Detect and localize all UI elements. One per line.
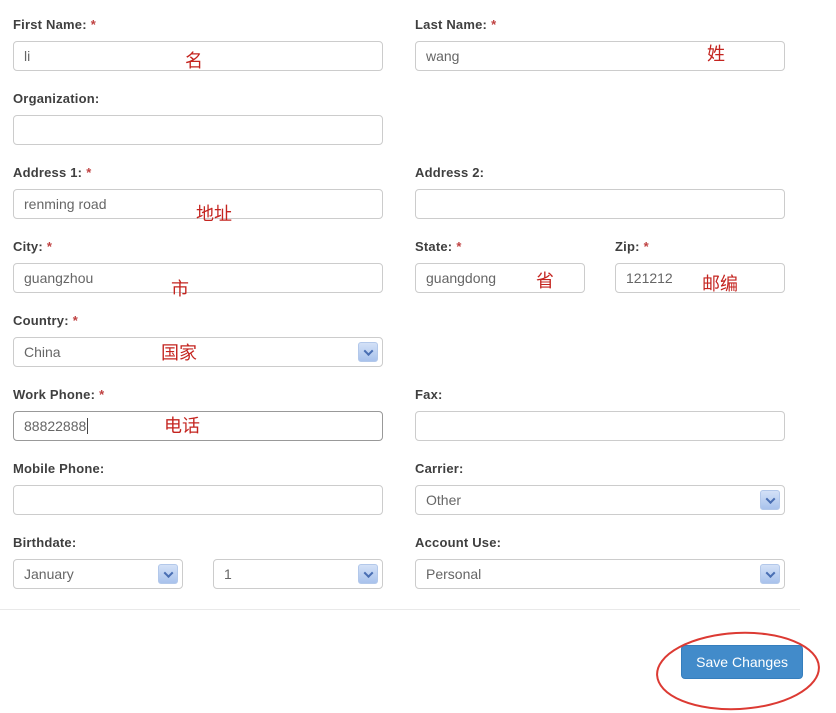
last-name-label: Last Name: * [415, 17, 497, 32]
mobile-phone-label: Mobile Phone: [13, 461, 105, 476]
save-changes-button[interactable]: Save Changes [681, 645, 803, 679]
city-field: City: * guangzhou [13, 239, 383, 293]
last-name-input[interactable]: wang [415, 41, 785, 71]
address2-field: Address 2: [415, 165, 785, 219]
address2-input[interactable] [415, 189, 785, 219]
city-input[interactable]: guangzhou [13, 263, 383, 293]
contact-form: First Name: * li Last Name: * wang Organiz… [0, 17, 803, 679]
annotation-phone: 电话 [164, 416, 200, 436]
carrier-select[interactable]: Other [415, 485, 785, 515]
account-use-label: Account Use: [415, 535, 502, 550]
city-label: City: * [13, 239, 53, 254]
state-label: State: * [415, 239, 462, 254]
address1-field: Address 1: * renming road [13, 165, 383, 219]
mobile-phone-input[interactable] [13, 485, 383, 515]
required-asterisk: * [90, 17, 96, 32]
birthdate-month-select[interactable]: January [13, 559, 183, 589]
annotation-zip: 邮编 [702, 274, 738, 294]
birthdate-day-select[interactable]: 1 [213, 559, 383, 589]
work-phone-input[interactable]: 88822888 [13, 411, 383, 441]
zip-input[interactable]: 121212 [615, 263, 785, 293]
carrier-label: Carrier: [415, 461, 464, 476]
annotation-address: 地址 [196, 204, 232, 224]
text-cursor [87, 418, 89, 434]
annotation-country: 国家 [161, 343, 197, 363]
mobile-phone-field: Mobile Phone: [13, 461, 383, 515]
required-asterisk: * [72, 313, 79, 328]
work-phone-field: Work Phone: * 88822888 [13, 387, 383, 441]
annotation-city: 市 [171, 279, 189, 299]
country-select[interactable]: China [13, 337, 383, 367]
required-asterisk: * [491, 17, 497, 32]
chevron-down-icon[interactable] [760, 564, 780, 584]
annotation-state: 省 [536, 271, 554, 291]
work-phone-label: Work Phone: * [13, 387, 105, 402]
annotation-last-name: 姓 [707, 44, 725, 64]
carrier-field: Carrier: Other [415, 461, 785, 515]
chevron-down-icon[interactable] [358, 342, 378, 362]
organization-label: Organization: [13, 91, 100, 106]
account-use-select[interactable]: Personal [415, 559, 785, 589]
birthdate-field: Birthdate: January 1 [13, 535, 383, 589]
state-input[interactable]: guangdong [415, 263, 585, 293]
fax-label: Fax: [415, 387, 443, 402]
last-name-field: Last Name: * wang [415, 17, 785, 71]
required-asterisk: * [643, 239, 649, 254]
annotation-first-name: 名 [185, 51, 203, 71]
country-field: Country: * China [13, 313, 383, 367]
first-name-input[interactable]: li [13, 41, 383, 71]
address1-label: Address 1: * [13, 165, 92, 180]
fax-input[interactable] [415, 411, 785, 441]
country-label: Country: * [13, 313, 79, 328]
fax-field: Fax: [415, 387, 785, 441]
organization-field: Organization: [13, 91, 383, 145]
address1-input[interactable]: renming road [13, 189, 383, 219]
zip-field: Zip: * 121212 [615, 239, 785, 293]
chevron-down-icon[interactable] [760, 490, 780, 510]
required-asterisk: * [99, 387, 105, 402]
account-use-field: Account Use: Personal [415, 535, 785, 589]
required-asterisk: * [46, 239, 53, 254]
chevron-down-icon[interactable] [358, 564, 378, 584]
organization-input[interactable] [13, 115, 383, 145]
chevron-down-icon[interactable] [158, 564, 178, 584]
first-name-label: First Name: * [13, 17, 96, 32]
state-field: State: * guangdong [415, 239, 585, 293]
required-asterisk: * [456, 239, 462, 254]
divider [0, 609, 800, 610]
zip-label: Zip: * [615, 239, 649, 254]
first-name-field: First Name: * li [13, 17, 383, 71]
birthdate-label: Birthdate: [13, 535, 77, 550]
address2-label: Address 2: [415, 165, 485, 180]
required-asterisk: * [86, 165, 92, 180]
